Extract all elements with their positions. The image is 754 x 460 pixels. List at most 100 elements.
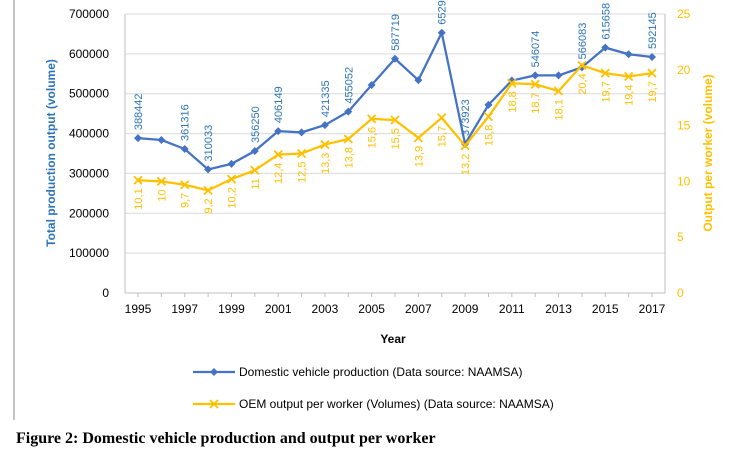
x-tick-label: 1999: [218, 302, 245, 316]
data-label: 12,4: [273, 163, 285, 184]
x-tick-label: 2005: [358, 302, 385, 316]
data-label: 18,1: [554, 99, 566, 120]
data-point-marker: [460, 141, 470, 151]
data-point-marker: [366, 114, 377, 124]
data-label: 18,8: [507, 91, 519, 112]
data-point-marker: [553, 86, 564, 96]
data-point-marker: [413, 133, 424, 143]
data-point-marker: [600, 68, 610, 78]
data-point-marker: [624, 50, 633, 59]
data-label: 18,7: [530, 92, 542, 113]
x-tick-label: 2015: [592, 302, 619, 316]
data-label: 15,6: [367, 127, 379, 148]
x-axis-title: Year: [380, 332, 406, 346]
data-point-marker: [344, 107, 353, 116]
y-left-tick-label: 500000: [69, 87, 109, 101]
y-left-tick-label: 100000: [69, 246, 109, 260]
data-label: 592145: [647, 12, 659, 49]
data-point-marker: [623, 71, 634, 82]
data-label: 566083: [577, 23, 589, 60]
data-point-marker: [273, 149, 283, 160]
data-label: 13,9: [413, 146, 425, 167]
legend-marker: [209, 399, 219, 409]
data-label: 546074: [530, 31, 542, 68]
data-point-marker: [390, 115, 400, 125]
data-point-marker: [203, 185, 213, 195]
y-right-tick-label: 15: [677, 119, 691, 133]
legend-label: Domestic vehicle production (Data source…: [239, 365, 522, 379]
data-label: 615658: [600, 3, 612, 40]
x-tick-label: 2017: [639, 302, 666, 316]
data-point-marker: [483, 112, 494, 122]
data-label: 15,8: [483, 125, 495, 146]
y-left-tick-label: 600000: [69, 47, 109, 61]
data-label: 19,7: [647, 81, 659, 102]
data-point-marker: [507, 78, 517, 88]
data-label: 455052: [343, 67, 355, 104]
data-point-marker: [648, 52, 656, 61]
x-tick-label: 2001: [265, 302, 292, 316]
data-label: 11: [250, 178, 262, 189]
data-point-marker: [133, 175, 143, 185]
x-tick-label: 2003: [312, 302, 339, 316]
y-right-tick-label: 10: [677, 174, 691, 188]
data-labels: 388442 361316 310033 356250 406149 421335 4550…: [133, 0, 659, 214]
data-point-marker: [343, 134, 353, 144]
x-tick-label: 2011: [499, 302, 525, 316]
data-point-marker: [601, 43, 610, 52]
data-point-marker: [530, 79, 540, 89]
data-point-marker: [250, 147, 259, 156]
legend-label: OEM output per worker (Volumes) (Data so…: [239, 397, 554, 411]
y-right-tick-label: 5: [677, 230, 684, 244]
figure-caption: Figure 2: Domestic vehicle production an…: [16, 430, 436, 447]
data-label: 12,5: [297, 162, 309, 183]
data-point-marker: [391, 54, 399, 63]
data-label: 361316: [180, 104, 192, 141]
data-point-marker: [367, 80, 376, 89]
legend-marker: [210, 368, 218, 376]
y-left-tick-label: 300000: [69, 166, 109, 180]
data-label: 9,7: [180, 193, 192, 208]
data-point-marker: [484, 100, 493, 109]
dual-axis-line-chart: 0 100000 200000 300000 400000 500000 600000 700…: [13, 0, 715, 420]
y-axis-right-title: Output per worker (volume): [701, 74, 715, 231]
data-label: 587719: [390, 14, 402, 51]
data-point-marker: [437, 28, 446, 37]
data-point-marker: [554, 71, 563, 80]
data-label: 13,3: [320, 153, 332, 174]
data-label: 15,7: [437, 126, 449, 147]
y-axis-left-title: Total production output (volume): [44, 59, 58, 247]
x-tick-label: 2009: [452, 302, 479, 316]
data-point-marker: [226, 174, 237, 184]
data-label: 356250: [250, 106, 262, 143]
legend: Domestic vehicle production (Data source…: [193, 365, 554, 411]
data-point-marker: [531, 71, 540, 80]
data-label: 10,2: [226, 187, 238, 208]
data-label: 406149: [273, 86, 285, 123]
data-label: 13,8: [343, 147, 355, 168]
x-tick-label: 1995: [125, 302, 152, 316]
data-point-marker: [320, 121, 329, 130]
y-right-tick-label: 25: [677, 7, 691, 21]
data-point-marker: [180, 180, 190, 190]
data-point-marker: [320, 139, 330, 150]
data-point-marker: [204, 165, 213, 174]
grid-lines: [125, 13, 665, 254]
data-point-marker: [227, 159, 236, 168]
y-left-tick-label: 400000: [69, 127, 109, 141]
data-label: 19,7: [600, 81, 612, 102]
data-point-marker: [647, 68, 657, 78]
data-label: 388442: [133, 93, 145, 130]
y-right-tick-label: 20: [677, 63, 691, 77]
data-point-marker: [297, 128, 306, 137]
data-label: 20,4: [577, 73, 589, 94]
data-label: 310033: [203, 125, 215, 162]
data-point-marker: [577, 60, 587, 70]
series-line-output-per-worker: [137, 64, 653, 192]
data-point-marker: [274, 127, 283, 136]
data-point-marker: [414, 76, 423, 85]
y-left-tick-label: 200000: [69, 206, 109, 220]
data-point-marker: [437, 113, 447, 123]
x-tick-label: 2013: [545, 302, 572, 316]
data-label: 10,1: [133, 188, 145, 209]
